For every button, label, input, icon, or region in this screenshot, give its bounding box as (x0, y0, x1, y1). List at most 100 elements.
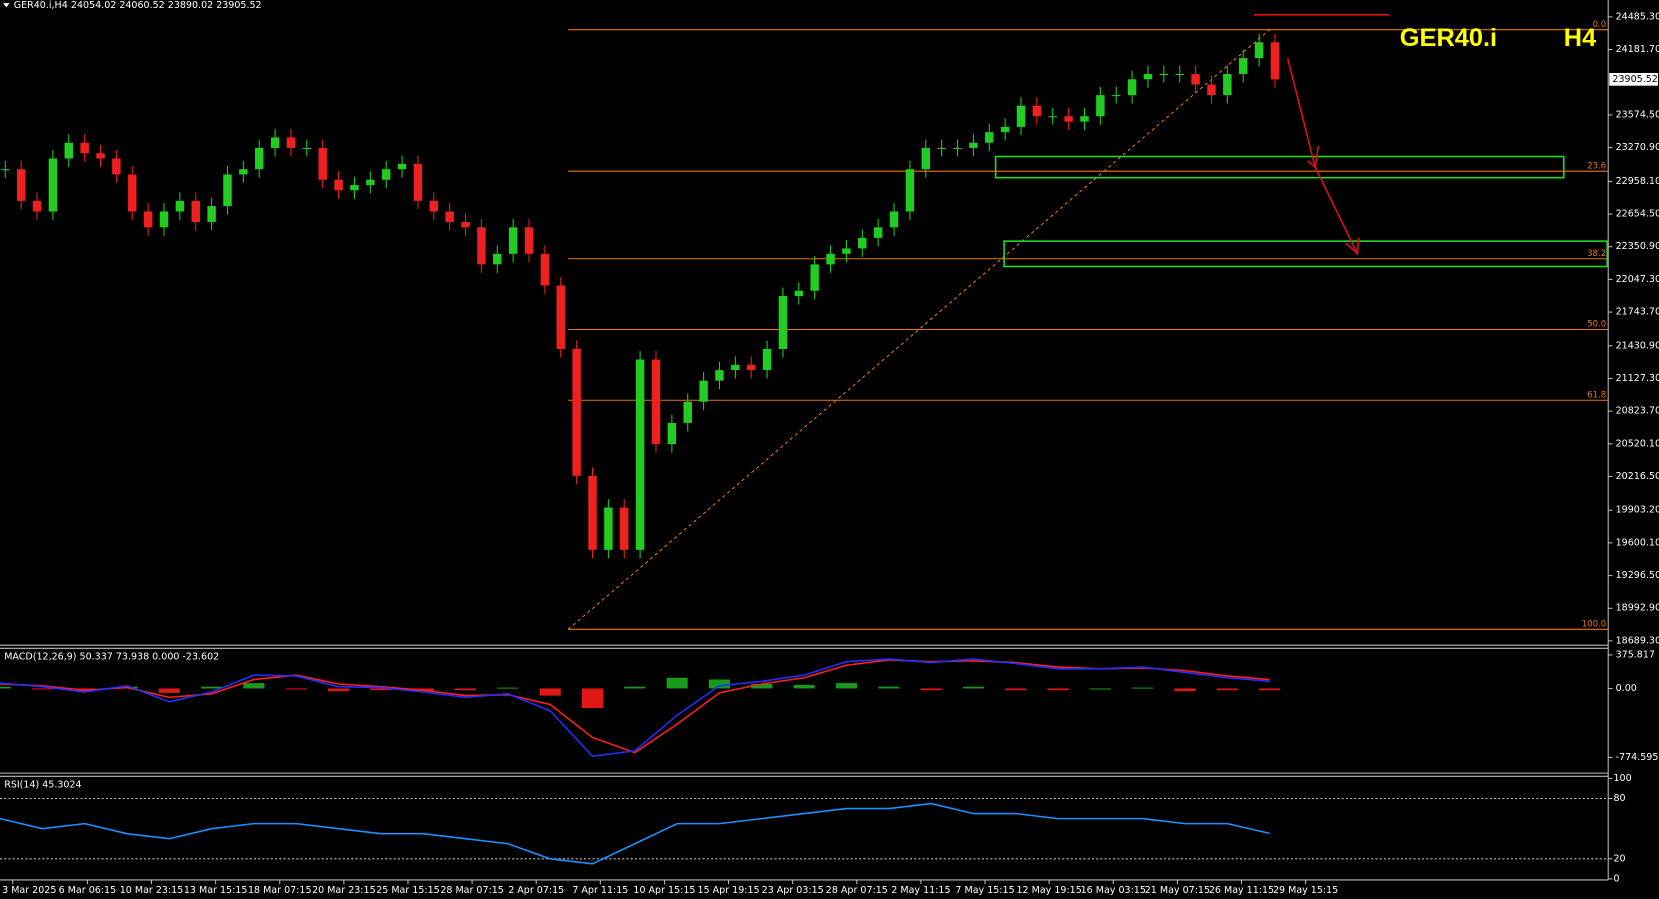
y-tick-label: 24485.30 (1616, 11, 1659, 22)
candle-body (667, 422, 677, 445)
x-tick-label: 28 Apr 07:15 (826, 885, 888, 896)
candle-body (1096, 95, 1105, 117)
y-tick-label: 0.00 (1616, 683, 1637, 694)
x-tick-label: 7 May 15:15 (955, 885, 1014, 896)
y-tick-label: 22654.50 (1616, 209, 1659, 220)
candle-body (620, 507, 629, 550)
candle-body (508, 227, 518, 254)
macd-histogram-bar (962, 686, 984, 689)
y-tick-label: 20 (1614, 853, 1626, 864)
y-tick-label: 21430.90 (1616, 340, 1659, 351)
y-tick-label: 22350.90 (1616, 241, 1659, 252)
menu-triangle (3, 3, 10, 8)
rsi-label: RSI(14) 45.3024 (4, 779, 81, 790)
candle-body (80, 142, 89, 154)
y-tick-label: 23270.90 (1616, 142, 1659, 153)
candle-body (794, 290, 804, 297)
candle-body (953, 147, 962, 150)
candle-body (524, 227, 534, 254)
fib-label: 23.6 (1587, 160, 1606, 170)
timeframe-title: H4 (1564, 24, 1596, 52)
candle-body (48, 158, 58, 212)
candle-body (286, 137, 296, 148)
candle-body (254, 147, 264, 170)
candle-body (604, 507, 613, 550)
zone-box (994, 155, 1565, 179)
zone-box (1003, 240, 1608, 268)
candle-body (270, 137, 280, 148)
candle-body (1238, 58, 1248, 75)
candle-body (985, 132, 994, 143)
candle-body (461, 222, 470, 228)
arrow-head (1345, 237, 1360, 256)
macd-histogram-bar (31, 688, 53, 690)
candle-body (112, 158, 121, 175)
macd-histogram-bar (581, 688, 604, 709)
candle-body (1175, 74, 1184, 76)
candle-body (731, 364, 740, 371)
macd-histogram-bar (1259, 688, 1281, 691)
candle-body (762, 348, 772, 371)
candle-body (175, 200, 185, 212)
x-tick-label: 18 Mar 07:15 (248, 885, 312, 896)
candle-body (207, 206, 216, 223)
candle-body (96, 153, 105, 159)
candle-body (223, 174, 232, 207)
candle-body (64, 142, 74, 159)
candle-body (429, 200, 439, 212)
arrow-head (1307, 145, 1320, 169)
plot-layer: 24485.30 24181.70 23574.50 23270.90 22958.10… (0, 11, 1659, 896)
candle-body (1254, 42, 1264, 59)
y-tick-label: 18992.90 (1616, 603, 1659, 614)
symbol-info: GER40.i,H4 (14, 0, 68, 11)
x-tick-label: 10 Apr 15:15 (633, 885, 695, 896)
candle-body (810, 264, 819, 291)
macd-histogram-bar (497, 687, 519, 689)
candle-body (746, 364, 756, 371)
macd-histogram-bar (920, 688, 942, 691)
macd-histogram-bar (285, 688, 307, 690)
macd-histogram-bar (370, 688, 392, 691)
candle-body (1, 169, 10, 171)
macd-signal-line (0, 659, 1270, 754)
x-tick-label: 16 May 03:15 (1081, 885, 1146, 896)
ohlc: 24054.02 24060.52 23890.02 23905.52 (71, 0, 262, 11)
candle-body (858, 237, 867, 249)
x-tick-label: 26 May 11:15 (1209, 885, 1274, 896)
macd-histogram-bar (1005, 688, 1027, 691)
x-tick-label: 25 Mar 15:15 (376, 885, 440, 896)
candle-body (1143, 74, 1153, 80)
candle-body (1207, 84, 1216, 96)
candle-body (556, 285, 565, 349)
macd-histogram-bar (0, 686, 11, 689)
candle-body (381, 169, 391, 180)
y-tick-label: 22958.10 (1616, 176, 1659, 187)
candle-body (159, 211, 169, 228)
y-tick-label: 23574.50 (1616, 109, 1659, 120)
candle-body (1111, 95, 1121, 97)
candle-body (445, 211, 454, 223)
x-tick-label: 29 May 15:15 (1273, 885, 1338, 896)
macd-label: MACD(12,26,9) 50.337 73.938 0.000 -23.60… (4, 651, 219, 662)
x-tick-label: 13 Mar 15:15 (184, 885, 248, 896)
y-tick-label: 19296.50 (1616, 570, 1659, 581)
y-tick-label: 375.817 (1616, 649, 1655, 660)
candle-body (413, 163, 423, 201)
x-tick-label: 6 Mar 06:15 (59, 885, 116, 896)
candle-body (635, 359, 645, 550)
macd-histogram-bar (158, 688, 180, 693)
macd-histogram-bar (539, 688, 561, 696)
x-tick-label: 28 Mar 07:15 (440, 885, 504, 896)
candle-body (778, 296, 788, 349)
candle-body (143, 211, 153, 228)
candle-body (1000, 126, 1010, 133)
symbol-title: GER40.i (1400, 24, 1497, 52)
candle-body (350, 185, 359, 191)
y-tick-label: 21127.30 (1616, 373, 1659, 384)
candle-body (334, 179, 343, 191)
macd-histogram-bar (708, 679, 731, 689)
candle-body (921, 147, 931, 170)
macd-histogram-bar (835, 683, 858, 689)
macd-histogram-bar (327, 688, 350, 692)
candle-body (540, 253, 550, 286)
